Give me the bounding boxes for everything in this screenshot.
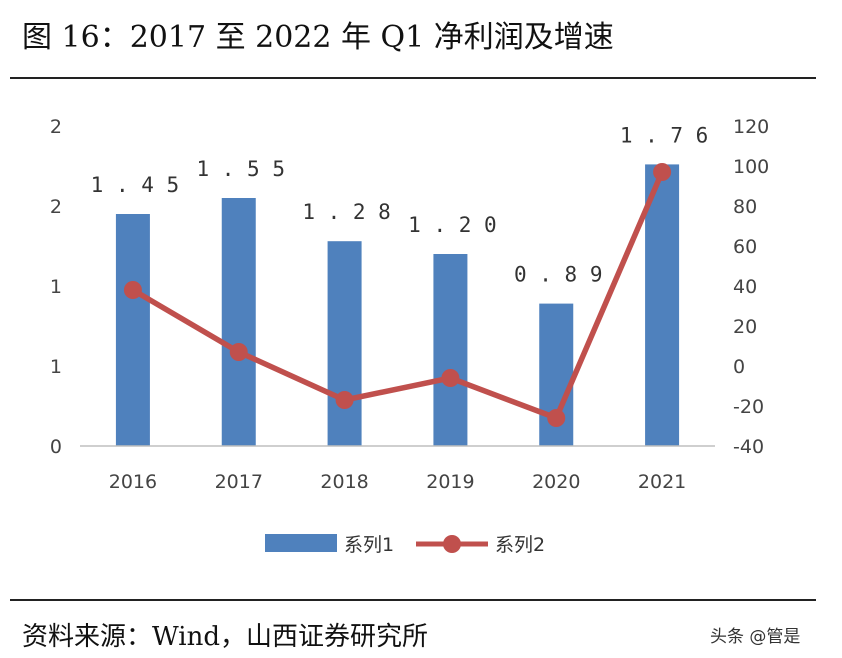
legend: 系列1 系列2 [265,534,545,556]
line-path [131,170,665,421]
left-tick-label: 2 [50,196,62,218]
data-labels: 1 . 4 5 1 . 5 5 1 . 2 8 1 . 2 0 0 . 8 9 1 . 7… [91,123,709,286]
bar [327,241,362,446]
chart-title: 图 16：2017 至 2022 年 Q1 净利润及增速 [22,20,614,55]
bar [115,214,150,446]
bar [221,198,256,446]
source-note: 资料来源：Wind，山西证券研究所 [22,622,428,652]
data-label: 1 . 7 6 [620,123,709,147]
bottom-rule [10,599,816,601]
chart: 0 1 1 2 2 -40 -20 0 20 40 60 80 100 120 2016 2017 2018… [50,116,769,556]
legend-line-label: 系列2 [495,534,545,556]
x-tick-label: 2020 [532,471,580,493]
line-point [653,163,672,181]
left-tick-label: 2 [50,116,62,138]
line-point [229,343,248,361]
right-tick-label: 40 [733,276,757,298]
x-axis: 2016 2017 2018 2019 2020 2021 [109,471,687,493]
right-tick-label: 120 [733,116,769,138]
x-tick-label: 2017 [215,471,263,493]
data-label: 1 . 2 8 [302,200,391,224]
line-point [123,281,142,299]
right-tick-label: -20 [733,396,764,418]
right-tick-label: 100 [733,156,769,178]
x-tick-label: 2018 [320,471,368,493]
bar [433,254,468,446]
right-axis: -40 -20 0 20 40 60 80 100 120 [733,116,769,458]
left-tick-label: 1 [50,356,62,378]
data-label: 1 . 4 5 [91,173,180,197]
line-point [547,409,566,427]
right-tick-label: 60 [733,236,757,258]
watermark: 头条 @管是 [710,627,801,647]
right-tick-label: -40 [733,436,764,458]
data-label: 0 . 8 9 [514,263,603,287]
bar [645,164,680,446]
data-label: 1 . 2 0 [408,213,497,237]
line-point [441,369,460,387]
x-tick-label: 2016 [109,471,157,493]
data-label: 1 . 5 5 [196,157,285,181]
bar-series [115,164,680,446]
x-tick-label: 2021 [638,471,686,493]
legend-line-marker [443,535,461,553]
legend-bar-swatch [265,534,337,552]
right-tick-label: 20 [733,316,757,338]
left-tick-label: 1 [50,276,62,298]
x-tick-label: 2019 [426,471,474,493]
left-tick-label: 0 [50,436,62,458]
line-series [123,163,672,427]
right-tick-label: 80 [733,196,757,218]
legend-bar-label: 系列1 [344,534,394,556]
top-rule [10,77,816,79]
right-tick-label: 0 [733,356,745,378]
line-point [335,391,354,409]
left-axis: 0 1 1 2 2 [50,116,62,458]
